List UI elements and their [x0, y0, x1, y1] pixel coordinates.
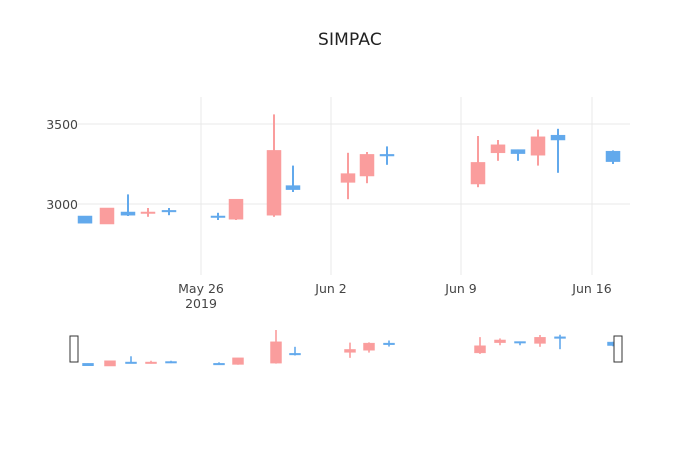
candlestick[interactable]: [490, 140, 506, 161]
rangeslider-candlestick-body: [232, 357, 244, 365]
rangeslider-candlestick-body: [213, 363, 225, 366]
candlestick[interactable]: [99, 207, 115, 225]
candlestick-body: [161, 210, 177, 213]
rangeslider-candlestick-body: [554, 336, 566, 339]
candlestick[interactable]: [550, 128, 566, 173]
rangeslider-candlestick[interactable]: [165, 360, 177, 364]
candlestick[interactable]: [266, 114, 282, 217]
candlestick-body: [210, 215, 226, 218]
x-axis-tick-jun-16: Jun 16: [572, 281, 612, 296]
candlestick-body: [470, 162, 486, 185]
rangeslider-candlestick-body: [514, 341, 526, 344]
candlestick-body: [359, 154, 375, 177]
candlestick[interactable]: [359, 152, 375, 184]
rangeslider-candlestick[interactable]: [289, 346, 301, 356]
candlestick[interactable]: [605, 150, 621, 164]
rangeslider-candlestick[interactable]: [534, 334, 546, 347]
x-axis-tick-jun-2: Jun 2: [315, 281, 347, 296]
candlestick[interactable]: [120, 194, 136, 216]
rangeslider-handle-left[interactable]: [69, 335, 79, 363]
rangeslider-candlestick[interactable]: [125, 356, 137, 364]
y-axis-tick-3500: 3500: [46, 117, 78, 132]
rangeslider-candlestick-body: [270, 341, 282, 364]
rangeslider-candlestick[interactable]: [104, 360, 116, 367]
candlestick[interactable]: [379, 146, 395, 165]
candlestick[interactable]: [470, 136, 486, 188]
rangeslider-candlestick-body: [494, 339, 506, 343]
rangeslider-candlestick[interactable]: [232, 357, 244, 365]
x-axis-tick-jun-9: Jun 9: [445, 281, 477, 296]
rangeslider-candlestick[interactable]: [494, 338, 506, 346]
x-axis-tick-may-26-line1: May 26: [178, 281, 224, 296]
rangeslider-candlestick-body: [363, 342, 375, 351]
x-axis-tick-may-26: May 26 2019: [156, 281, 246, 311]
rangeslider-candlestick-body: [125, 361, 137, 364]
rangeslider-candlestick-body: [289, 353, 301, 356]
candlestick[interactable]: [285, 165, 301, 192]
x-axis-tick-may-26-year: 2019: [185, 296, 217, 311]
chart-title: SIMPAC: [317, 30, 383, 50]
rangeslider-candlestick[interactable]: [554, 334, 566, 350]
candlestick-body: [340, 173, 356, 183]
rangeslider-candlestick[interactable]: [474, 337, 486, 354]
candlestick[interactable]: [340, 152, 356, 200]
rangeslider-candlestick[interactable]: [514, 341, 526, 346]
candlestick-body: [266, 150, 282, 216]
candlestick-body: [77, 215, 93, 224]
candlestick[interactable]: [228, 198, 244, 220]
candlestick-body: [530, 136, 546, 156]
rangeslider-candlestick-body: [82, 363, 94, 366]
candlestick-body: [510, 149, 526, 154]
candlestick[interactable]: [210, 212, 226, 220]
rangeslider-candlestick-body: [344, 349, 356, 353]
candlestick[interactable]: [161, 208, 177, 216]
candlestick-body: [228, 198, 244, 220]
rangeslider-candlestick[interactable]: [383, 340, 395, 347]
rangeslider-series[interactable]: [82, 330, 619, 367]
candlestick[interactable]: [140, 208, 156, 217]
candlestick-body: [99, 207, 115, 225]
candlestick-body: [285, 185, 301, 190]
candlestick-body: [140, 211, 156, 214]
rangeslider-candlestick[interactable]: [82, 363, 94, 366]
rangeslider-handles[interactable]: [69, 335, 623, 363]
rangeslider-candlestick-body: [145, 361, 157, 364]
y-axis-tick-3000: 3000: [46, 197, 78, 212]
candlestick-body: [550, 134, 566, 141]
candlestick-series[interactable]: [77, 114, 621, 225]
candlestick-body: [120, 211, 136, 216]
rangeslider-candlestick-body: [474, 345, 486, 354]
rangeslider-candlestick[interactable]: [363, 342, 375, 353]
rangeslider-candlestick[interactable]: [270, 330, 282, 364]
candlestick-body: [490, 144, 506, 154]
rangeslider-candlestick-body: [165, 361, 177, 364]
rangeslider-candlestick-body: [534, 337, 546, 344]
candlestick[interactable]: [530, 129, 546, 166]
gridlines: [78, 97, 630, 275]
rangeslider-handle-right[interactable]: [613, 335, 623, 363]
rangeslider-candlestick[interactable]: [213, 362, 225, 366]
rangeslider-candlestick[interactable]: [145, 360, 157, 364]
candlestick-body: [379, 154, 395, 157]
rangeslider-candlestick-body: [104, 360, 116, 367]
rangeslider-candlestick-body: [383, 342, 395, 345]
candlestick-body: [605, 150, 621, 162]
candlestick[interactable]: [77, 215, 93, 224]
candlestick[interactable]: [510, 149, 526, 161]
rangeslider-candlestick[interactable]: [344, 342, 356, 358]
